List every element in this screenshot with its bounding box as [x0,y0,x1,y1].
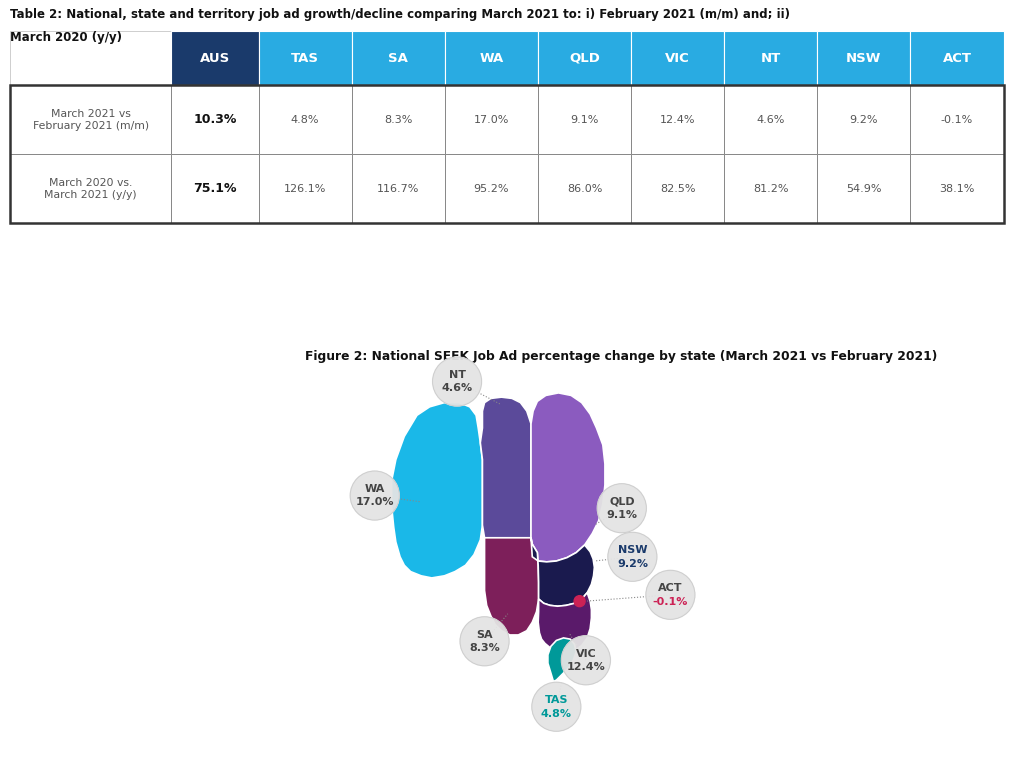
Text: 4.8%: 4.8% [541,709,571,719]
Text: 4.6%: 4.6% [441,383,473,393]
Text: 54.9%: 54.9% [846,184,882,194]
Text: March 2020 (y/y): March 2020 (y/y) [10,31,122,44]
Polygon shape [391,402,482,578]
Text: 75.1%: 75.1% [194,182,237,195]
Circle shape [574,596,585,607]
FancyBboxPatch shape [817,154,910,223]
Text: 38.1%: 38.1% [939,184,975,194]
FancyBboxPatch shape [258,31,351,85]
Circle shape [350,471,399,520]
Text: 12.4%: 12.4% [566,662,605,672]
FancyBboxPatch shape [631,31,724,85]
Text: VIC: VIC [575,648,596,658]
Text: QLD: QLD [569,51,600,65]
FancyBboxPatch shape [631,154,724,223]
Text: SA: SA [476,630,493,640]
Text: 9.2%: 9.2% [616,558,648,568]
Text: 12.4%: 12.4% [659,115,695,125]
Text: 17.0%: 17.0% [474,115,509,125]
Polygon shape [539,593,592,652]
FancyBboxPatch shape [910,154,1004,223]
FancyBboxPatch shape [10,154,171,223]
Text: -0.1%: -0.1% [941,115,973,125]
Text: WA: WA [479,51,504,65]
FancyBboxPatch shape [10,85,171,154]
Polygon shape [531,393,605,562]
Text: WA: WA [365,484,385,494]
FancyBboxPatch shape [724,31,817,85]
FancyBboxPatch shape [258,85,351,154]
Text: -0.1%: -0.1% [652,597,688,607]
Text: 17.0%: 17.0% [355,498,394,508]
Text: SA: SA [388,51,409,65]
FancyBboxPatch shape [817,85,910,154]
Text: Table 2: National, state and territory job ad growth/decline comparing March 202: Table 2: National, state and territory j… [10,8,791,21]
Circle shape [432,357,481,406]
FancyBboxPatch shape [258,154,351,223]
FancyBboxPatch shape [351,154,444,223]
Text: NT: NT [761,51,781,65]
Text: 9.1%: 9.1% [606,510,637,520]
Text: TAS: TAS [291,51,319,65]
Text: 81.2%: 81.2% [753,184,788,194]
Text: NSW: NSW [617,545,647,555]
FancyBboxPatch shape [910,85,1004,154]
FancyBboxPatch shape [817,31,910,85]
FancyBboxPatch shape [910,31,1004,85]
Text: 116.7%: 116.7% [377,184,420,194]
Text: 126.1%: 126.1% [284,184,327,194]
FancyBboxPatch shape [538,31,631,85]
Text: March 2021 vs
February 2021 (m/m): March 2021 vs February 2021 (m/m) [33,109,148,131]
FancyBboxPatch shape [444,85,538,154]
Text: ACT: ACT [658,583,683,593]
Text: 8.3%: 8.3% [469,643,500,653]
Text: AUS: AUS [200,51,230,65]
Text: Figure 2: National SEEK Job Ad percentage change by state (March 2021 vs Februar: Figure 2: National SEEK Job Ad percentag… [305,350,937,362]
Polygon shape [531,538,594,606]
Text: QLD: QLD [609,496,635,506]
Text: 86.0%: 86.0% [567,184,602,194]
FancyBboxPatch shape [444,154,538,223]
Polygon shape [548,638,577,681]
Text: VIC: VIC [666,51,690,65]
FancyBboxPatch shape [724,154,817,223]
Polygon shape [484,538,539,635]
Text: 9.1%: 9.1% [570,115,599,125]
Circle shape [597,484,646,533]
FancyBboxPatch shape [351,85,444,154]
Circle shape [561,636,610,685]
Text: NT: NT [449,369,466,379]
FancyBboxPatch shape [631,85,724,154]
FancyBboxPatch shape [724,85,817,154]
FancyBboxPatch shape [10,31,171,85]
FancyBboxPatch shape [444,31,538,85]
Circle shape [608,532,656,581]
FancyBboxPatch shape [171,85,258,154]
FancyBboxPatch shape [171,154,258,223]
Text: NSW: NSW [846,51,882,65]
Text: TAS: TAS [545,695,568,705]
FancyBboxPatch shape [538,85,631,154]
FancyBboxPatch shape [351,31,444,85]
Text: 4.8%: 4.8% [291,115,319,125]
Text: 4.6%: 4.6% [757,115,785,125]
Text: 82.5%: 82.5% [659,184,695,194]
Circle shape [646,571,695,619]
FancyBboxPatch shape [171,31,258,85]
Text: 9.2%: 9.2% [850,115,879,125]
Polygon shape [480,397,531,538]
Text: 8.3%: 8.3% [384,115,413,125]
Text: 95.2%: 95.2% [474,184,509,194]
Text: ACT: ACT [942,51,972,65]
Text: March 2020 vs.
March 2021 (y/y): March 2020 vs. March 2021 (y/y) [44,178,137,200]
Text: 10.3%: 10.3% [194,114,237,127]
Circle shape [460,617,509,666]
Circle shape [531,682,581,731]
FancyBboxPatch shape [538,154,631,223]
